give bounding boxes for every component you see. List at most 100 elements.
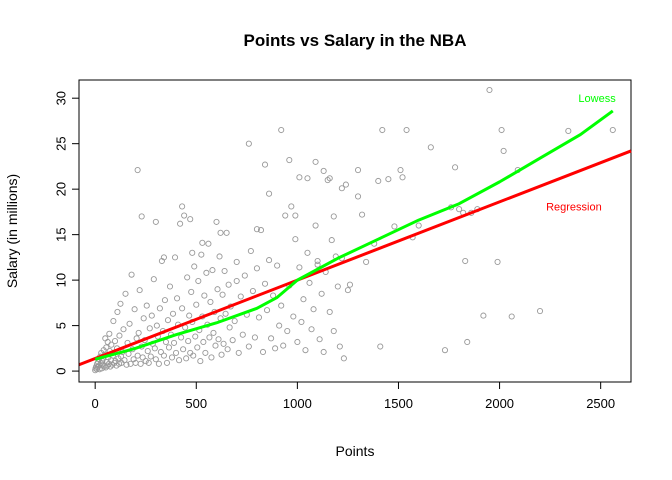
- chart-title: Points vs Salary in the NBA: [244, 31, 467, 50]
- scatter-point-187: [292, 236, 299, 243]
- scatter-point-102: [174, 295, 181, 302]
- scatter-point-169: [255, 314, 263, 321]
- scatter-point-189: [296, 264, 303, 271]
- scatter-point-157: [231, 317, 238, 325]
- scatter-point-150: [222, 310, 229, 317]
- scatter-point-35: [110, 317, 117, 325]
- scatter-point-266: [314, 257, 321, 265]
- scatter-point-237: [486, 86, 493, 94]
- scatter-point-72: [143, 302, 150, 309]
- scatter-point-113: [185, 338, 192, 345]
- x-tick-label-1000: 1000: [283, 396, 312, 411]
- scatter-point-84: [155, 360, 162, 367]
- y-tick-label-0: 0: [53, 367, 68, 374]
- scatter-point-165: [247, 247, 254, 255]
- scatter-point-89: [160, 352, 167, 359]
- scatter-point-164: [245, 343, 252, 350]
- scatter-point-162: [241, 272, 248, 279]
- scatter-point-52: [123, 361, 130, 368]
- scatter-point-77: [148, 312, 155, 319]
- line-label-regression: Regression: [546, 201, 602, 213]
- line-labels: Lowess Regression: [546, 93, 616, 213]
- scatter-point-249: [160, 254, 167, 261]
- scatter-point-171: [259, 348, 267, 356]
- scatter-point-221: [391, 223, 398, 230]
- scatter-point-216: [363, 258, 370, 265]
- x-axis-label: Points: [336, 443, 375, 459]
- y-tick-label-30: 30: [53, 91, 68, 105]
- scatter-point-257: [253, 226, 260, 233]
- x-tick-label-0: 0: [92, 396, 99, 411]
- scatter-point-170: [257, 227, 265, 234]
- scatter-point-126: [198, 251, 205, 258]
- scatter-point-140: [212, 342, 219, 349]
- y-tick-label-10: 10: [53, 273, 68, 287]
- scatter-point-128: [200, 338, 207, 346]
- scatter-point-74: [145, 359, 152, 366]
- scatter-point-134: [206, 334, 213, 341]
- scatter-point-44: [116, 332, 123, 339]
- scatter-point-181: [280, 342, 287, 349]
- scatter-point-200: [318, 290, 325, 297]
- scatter-point-114: [186, 312, 193, 319]
- scatter-point-179: [276, 322, 283, 329]
- scatter-point-199: [316, 336, 323, 343]
- scatter-point-259: [266, 190, 273, 197]
- scatter-point-45: [117, 300, 124, 307]
- scatter-point-143: [215, 336, 222, 343]
- scatter-point-69: [140, 315, 147, 322]
- scatter-point-260: [278, 126, 285, 134]
- scatter-point-116: [188, 288, 195, 296]
- scatter-point-99: [170, 339, 178, 346]
- scatter-point-119: [191, 263, 198, 270]
- scatter-point-82: [153, 322, 160, 329]
- scatter-point-214: [354, 166, 362, 174]
- scatter-point-107: [179, 305, 186, 312]
- scatter-point-79: [150, 276, 157, 283]
- scatter-point-188: [294, 338, 301, 346]
- scatter-point-245: [609, 126, 616, 134]
- scatter-point-151: [223, 229, 230, 236]
- scatter-point-121: [193, 301, 200, 308]
- y-tick-label-5: 5: [53, 322, 68, 329]
- scatter-point-196: [310, 306, 317, 313]
- scatter-point-254: [217, 229, 224, 236]
- scatter-point-183: [284, 328, 291, 335]
- scatter-point-230: [456, 206, 463, 213]
- scatter-point-104: [176, 357, 183, 364]
- scatter-point-63: [134, 352, 141, 359]
- scatter-point-263: [296, 174, 303, 181]
- x-tick-label-2500: 2500: [586, 396, 615, 411]
- scatter-point-229: [452, 164, 459, 171]
- scatter-point-161: [239, 331, 246, 338]
- scatter-point-218: [377, 343, 384, 350]
- scatter-point-212: [342, 181, 349, 188]
- scatter-point-241: [508, 313, 515, 320]
- scatter-point-60: [131, 306, 138, 313]
- scatter-point-90: [161, 297, 168, 304]
- x-axis: 0 500 1000 1500 2000 2500: [92, 381, 615, 411]
- scatter-point-209: [336, 343, 343, 350]
- scatter-point-135: [207, 298, 214, 306]
- scatter-point-49: [120, 326, 127, 333]
- scatter-point-195: [308, 326, 315, 333]
- scatter-point-131: [203, 269, 210, 276]
- scatter-point-268: [326, 175, 333, 182]
- scatter-point-173: [263, 307, 271, 314]
- scatter-point-223: [403, 126, 410, 134]
- scatter-point-18: [101, 363, 108, 370]
- scatter-point-76: [147, 353, 154, 360]
- scatter-point-256: [245, 140, 252, 147]
- scatter-point-251: [187, 216, 194, 223]
- scatter-point-197: [312, 222, 319, 229]
- scatter-point-252: [189, 249, 196, 256]
- fit-lines: [78, 109, 632, 367]
- scatter-point-81: [152, 356, 159, 363]
- scatter-point-51: [122, 290, 129, 297]
- scatter-point-73: [144, 348, 151, 355]
- scatter-point-258: [261, 161, 269, 168]
- scatter-point-246: [134, 166, 141, 174]
- scatter-point-57: [128, 271, 135, 278]
